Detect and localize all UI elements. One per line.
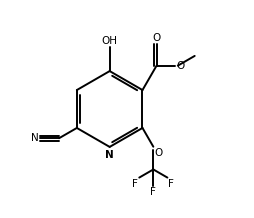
Text: F: F (150, 187, 156, 197)
Text: F: F (132, 179, 138, 189)
Text: F: F (168, 179, 174, 189)
Text: O: O (152, 33, 161, 43)
Text: O: O (176, 61, 184, 71)
Text: O: O (154, 148, 163, 158)
Text: N: N (31, 133, 38, 143)
Text: N: N (105, 150, 114, 160)
Text: OH: OH (102, 36, 118, 46)
